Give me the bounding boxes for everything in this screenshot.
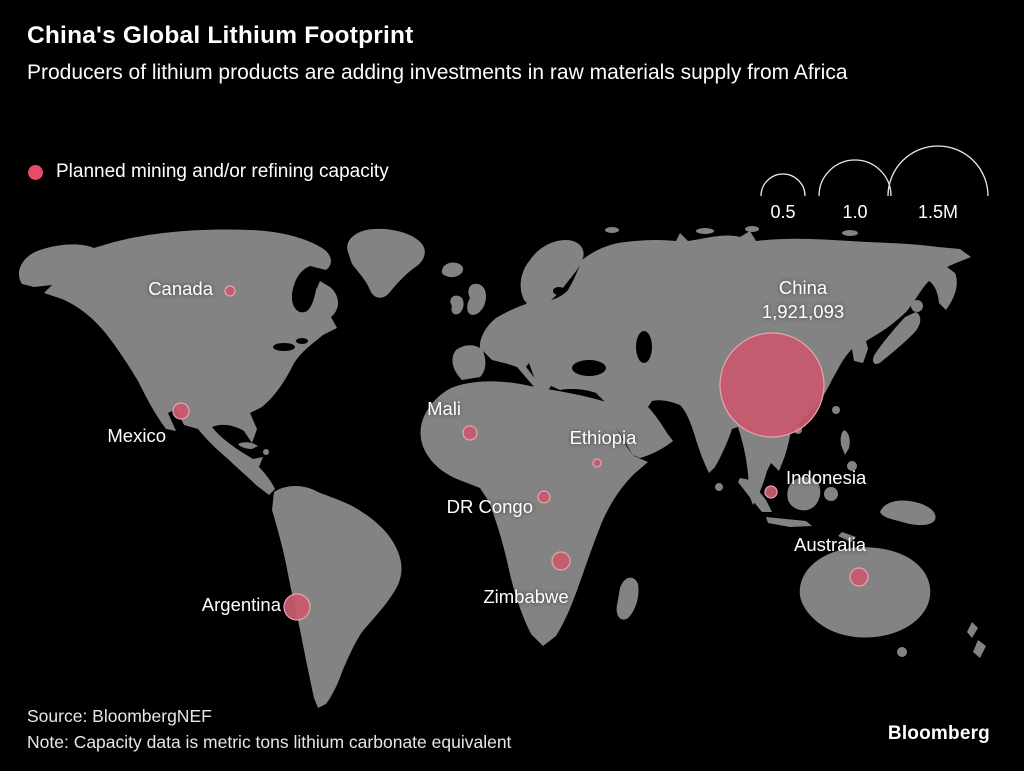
bubble-canada [224, 285, 236, 297]
bubble-indonesia [764, 485, 778, 499]
island-timor [838, 532, 856, 542]
bubble-china [719, 332, 825, 438]
island-svalbard [605, 227, 619, 233]
bubble-dr-congo [537, 490, 551, 504]
island-borneo [787, 476, 821, 511]
size-label-1.0: 1.0 [842, 202, 867, 222]
island-luzon [840, 430, 850, 455]
island-new-zealand-south [973, 640, 986, 658]
bubble-ethiopia [592, 458, 602, 468]
size-arc-1.5M [887, 145, 989, 197]
size-legend: 0.5 1.0 1.5M [760, 145, 989, 222]
inland-water-layer [273, 287, 652, 376]
continent-australia [799, 547, 931, 638]
island-new-siberian [842, 230, 858, 236]
island-madagascar [616, 577, 639, 620]
legend-label: Planned mining and/or refining capacity [56, 161, 389, 182]
island-hokkaido [911, 300, 923, 312]
island-sakhalin [893, 286, 903, 318]
island-sicily [529, 390, 535, 396]
chart-subtitle: Producers of lithium products are adding… [27, 61, 848, 84]
bubble-zimbabwe [551, 551, 571, 571]
chart-title: China's Global Lithium Footprint [27, 22, 414, 49]
island-ireland [450, 295, 464, 315]
bubble-mexico [172, 402, 190, 420]
island-sulawesi [824, 487, 838, 501]
island-greenland [347, 228, 425, 298]
bubble-mali [462, 425, 478, 441]
island-taiwan [832, 406, 840, 414]
landmass-layer [18, 226, 986, 708]
continent-africa [420, 381, 648, 646]
note-line: Note: Capacity data is metric tons lithi… [27, 732, 512, 752]
island-great-britain [467, 283, 486, 315]
region-scandinavia [520, 240, 584, 310]
island-new-zealand-north [967, 622, 978, 638]
island-severnaya-zemlya [745, 226, 759, 232]
size-label-1.5M: 1.5M [918, 202, 958, 222]
island-japan [872, 312, 921, 365]
island-sri-lanka [715, 483, 723, 491]
island-mindanao [847, 461, 857, 471]
island-cuba [238, 442, 258, 449]
island-sumatra [738, 478, 772, 512]
source-line: Source: BloombergNEF [27, 706, 212, 726]
size-label-0.5: 0.5 [770, 202, 795, 222]
series-legend: Planned mining and/or refining capacity [28, 161, 389, 183]
continent-south-america [272, 486, 402, 708]
black-sea [572, 360, 606, 376]
baltic-sea [553, 287, 565, 295]
great-lakes-west [273, 343, 295, 351]
caspian-sea [636, 331, 652, 363]
size-arc-1.0 [818, 159, 892, 197]
island-new-guinea [880, 500, 936, 526]
island-iceland [441, 262, 464, 278]
bubble-australia [849, 567, 869, 587]
bubble-layer [172, 285, 869, 621]
bubble-argentina [283, 593, 311, 621]
chart-footer: Source: BloombergNEF Note: Capacity data… [27, 703, 511, 755]
island-novaya-zemlya [696, 228, 714, 234]
legend-dot [28, 164, 43, 180]
size-arc-0.5 [760, 173, 806, 197]
chart-header: China's Global Lithium Footprint Produce… [27, 22, 927, 86]
bloomberg-logo: Bloomberg [887, 723, 990, 744]
island-tasmania [897, 647, 907, 657]
island-hispaniola [263, 449, 269, 455]
great-lakes-east [296, 338, 308, 344]
island-java [766, 517, 812, 527]
continent-north-america [18, 229, 339, 495]
continent-eurasia [452, 231, 971, 505]
